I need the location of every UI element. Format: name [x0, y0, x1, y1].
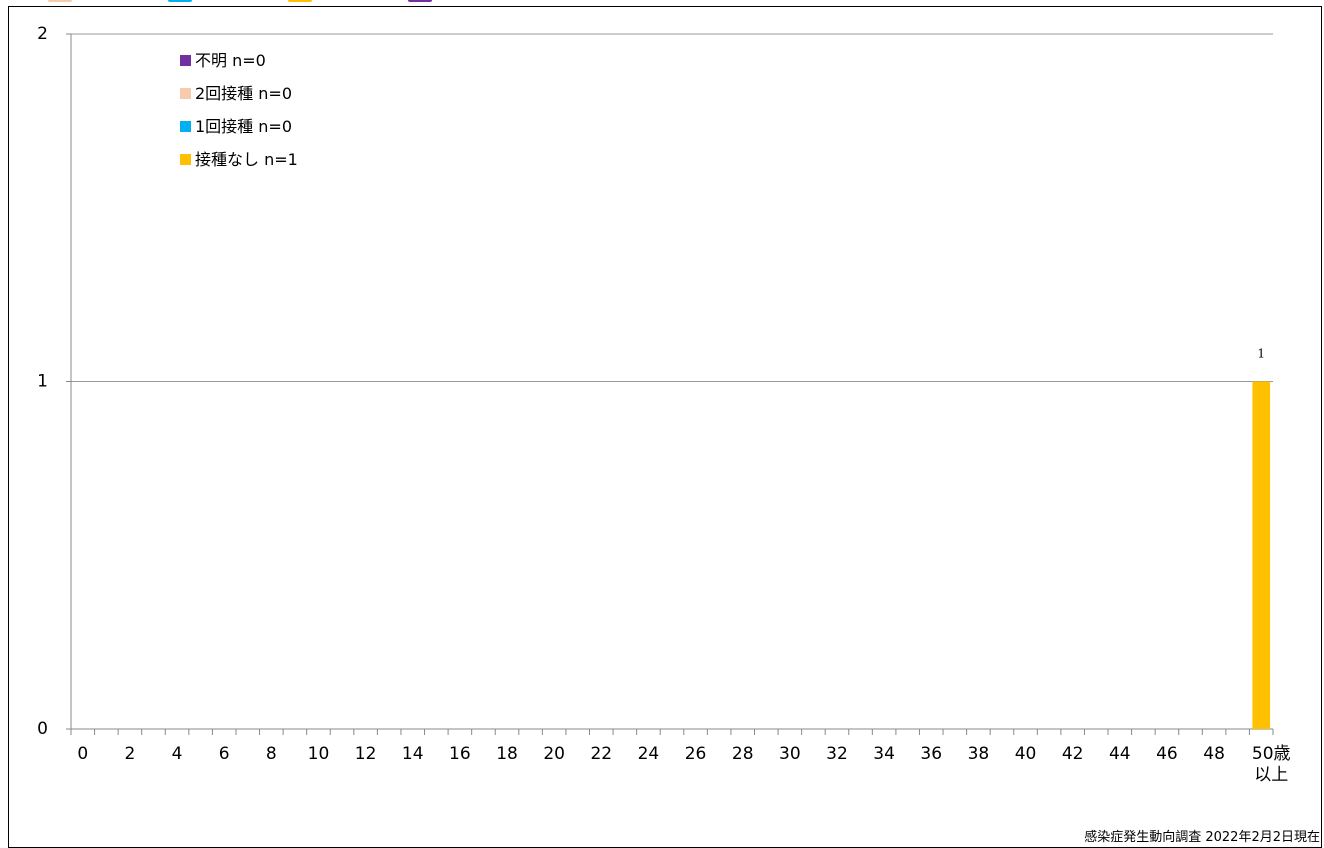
- legend-swatch: [180, 120, 191, 132]
- x-tick-label: 0: [77, 744, 88, 764]
- y-tick-label: 2: [37, 24, 48, 44]
- strip-swatch: [168, 0, 192, 2]
- legend-swatch: [180, 153, 191, 165]
- legend-label: 接種なし n=1: [195, 149, 298, 169]
- y-tick-label: 1: [37, 372, 48, 392]
- x-tick-label: 24: [638, 744, 660, 764]
- x-tick-label: 26: [685, 744, 707, 764]
- x-tick-label: 30: [779, 744, 801, 764]
- x-tick-label: 28: [732, 744, 754, 764]
- legend-label: 2回接種 n=0: [195, 83, 292, 103]
- legend: 不明 n=0 2回接種 n=0 1回接種 n=0 接種なし n=1: [180, 42, 298, 174]
- legend-item: 2回接種 n=0: [180, 75, 298, 108]
- legend-item: 不明 n=0: [180, 42, 298, 75]
- x-tick-label: 32: [826, 744, 848, 764]
- legend-swatch: [180, 87, 191, 99]
- legend-label: 1回接種 n=0: [195, 116, 292, 136]
- strip-swatch: [288, 0, 312, 2]
- x-tick-label: 10: [308, 744, 330, 764]
- data-label: 1: [1257, 347, 1265, 361]
- y-tick-label: 0: [37, 719, 48, 739]
- top-strip: [0, 0, 1324, 4]
- x-tick-label: 20: [543, 744, 565, 764]
- x-tick-label: 34: [873, 744, 895, 764]
- x-tick-label: 12: [355, 744, 377, 764]
- x-tick-label-last: 50歳: [1252, 744, 1291, 764]
- x-tick-label: 46: [1156, 744, 1178, 764]
- x-tick-label-last-line2: 以上: [1254, 765, 1288, 785]
- legend-item: 接種なし n=1: [180, 141, 298, 174]
- x-tick-label: 18: [496, 744, 518, 764]
- footer-source: 感染症発生動向調査 2022年2月2日現在: [1084, 830, 1320, 845]
- x-tick-label: 40: [1015, 744, 1037, 764]
- x-tick-label: 8: [266, 744, 277, 764]
- x-tick-label: 48: [1203, 744, 1225, 764]
- x-tick-label: 36: [920, 744, 942, 764]
- legend-item: 1回接種 n=0: [180, 108, 298, 141]
- legend-label: 不明 n=0: [195, 50, 266, 70]
- strip-swatch: [48, 0, 72, 2]
- x-tick-label: 44: [1109, 744, 1131, 764]
- x-tick-label: 2: [125, 744, 136, 764]
- x-tick-label: 4: [172, 744, 183, 764]
- strip-swatch: [408, 0, 432, 2]
- x-tick-label: 6: [219, 744, 230, 764]
- legend-swatch: [180, 54, 191, 66]
- x-tick-label: 42: [1062, 744, 1084, 764]
- x-tick-label: 38: [968, 744, 990, 764]
- x-tick-label: 14: [402, 744, 424, 764]
- x-tick-label: 16: [449, 744, 471, 764]
- x-tick-label: 22: [590, 744, 612, 764]
- bar: [1252, 381, 1271, 729]
